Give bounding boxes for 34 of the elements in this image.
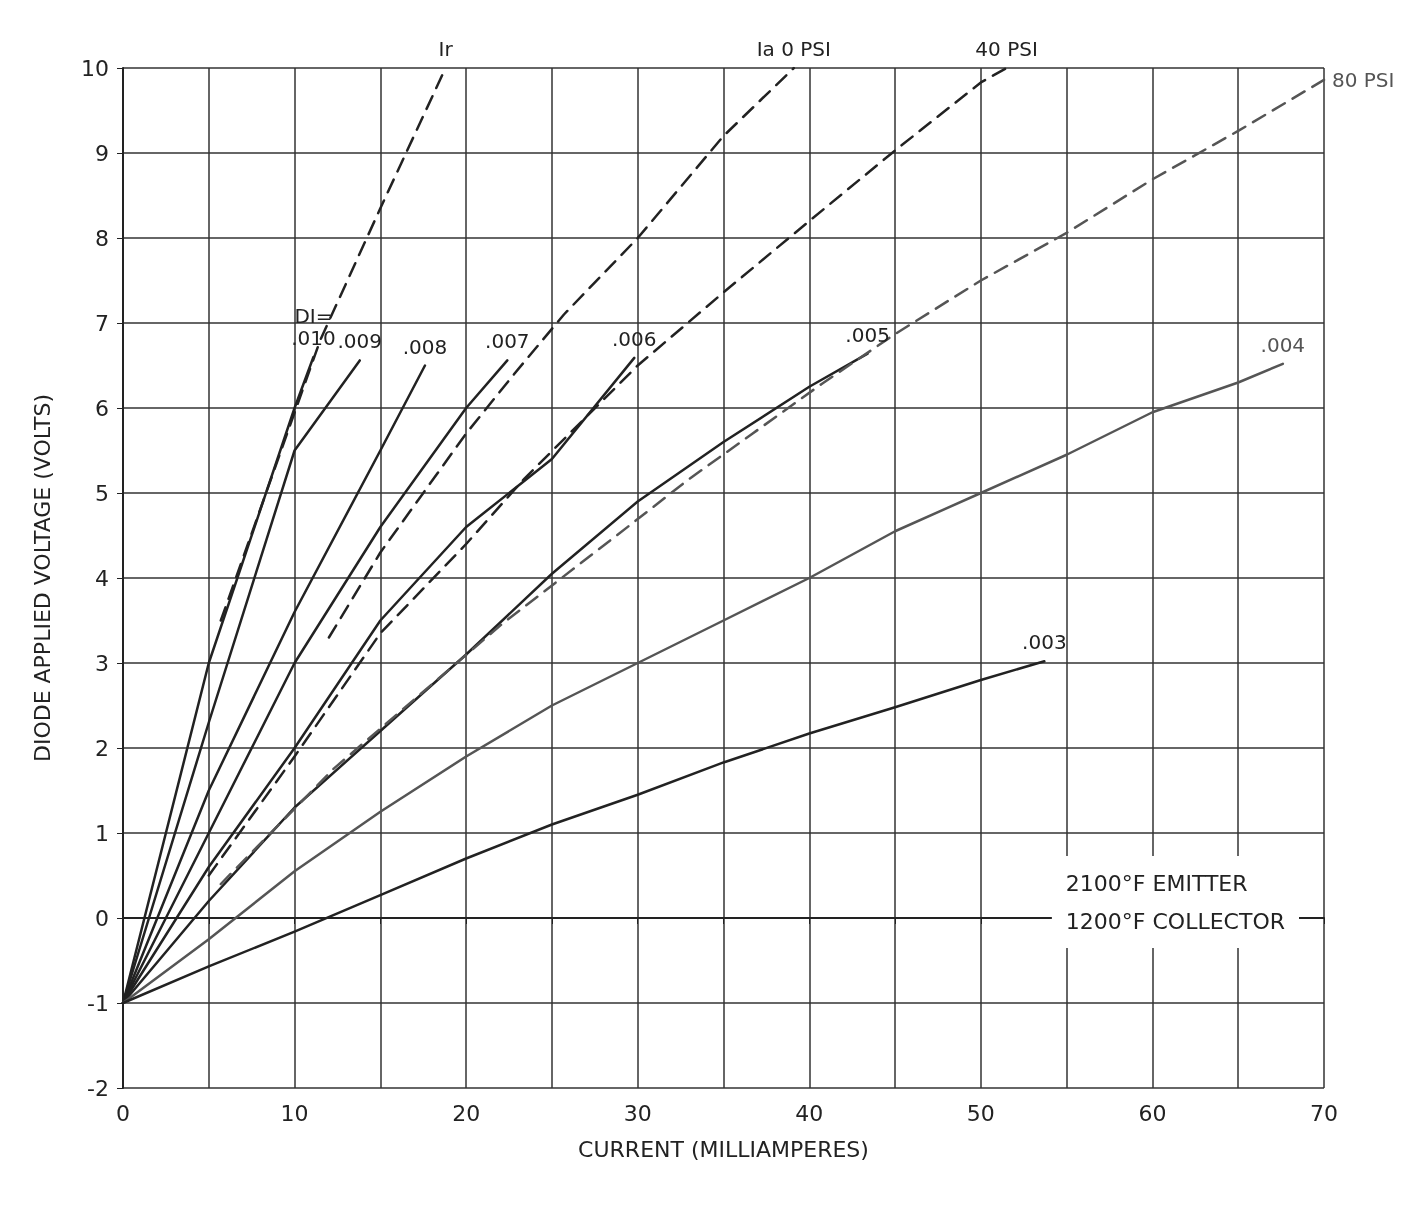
series-label: .008 [402,334,448,359]
series-label: .007 [485,329,530,354]
y-tick-label: 7 [95,310,109,336]
series-label: .004 [1260,332,1306,357]
y-tick-label: 0 [95,905,109,931]
y-tick-label: 1 [95,820,109,846]
y-tick-label: -1 [87,990,109,1016]
annotation: 2100°F EMITTER [1065,870,1248,896]
y-tick-label: 9 [95,140,109,166]
y-tick-label: 8 [95,225,109,251]
y-axis-title: DIODE APPLIED VOLTAGE (VOLTS) [29,393,55,763]
x-tick-label: 70 [1310,1100,1338,1126]
y-tick-label: 4 [95,565,109,591]
x-tick-label: 20 [452,1100,481,1126]
x-tick-label: 40 [795,1100,824,1126]
y-tick-label: 10 [81,55,109,81]
series-label: .003 [1022,630,1067,655]
y-tick-label: -2 [87,1075,109,1101]
series-label: 40 PSI [975,37,1038,61]
y-tick-label: 2 [95,735,109,761]
series-label: Ir [438,37,454,61]
series-label: Ia 0 PSI [756,37,831,61]
x-tick-label: 50 [966,1100,995,1126]
x-tick-label: 60 [1138,1100,1167,1126]
annotation: 1200°F COLLECTOR [1065,908,1286,934]
series-label: .005 [845,322,890,347]
y-tick-label: 3 [95,650,109,676]
x-tick-label: 0 [116,1100,130,1126]
x-tick-label: 10 [280,1100,309,1126]
x-tick-label: 30 [623,1100,652,1126]
x-axis-title: CURRENT (MILLIAMPERES) [578,1136,869,1162]
y-tick-label: 5 [95,480,109,506]
series-label: 80 PSI [1332,67,1395,92]
y-tick-label: 6 [95,395,109,421]
